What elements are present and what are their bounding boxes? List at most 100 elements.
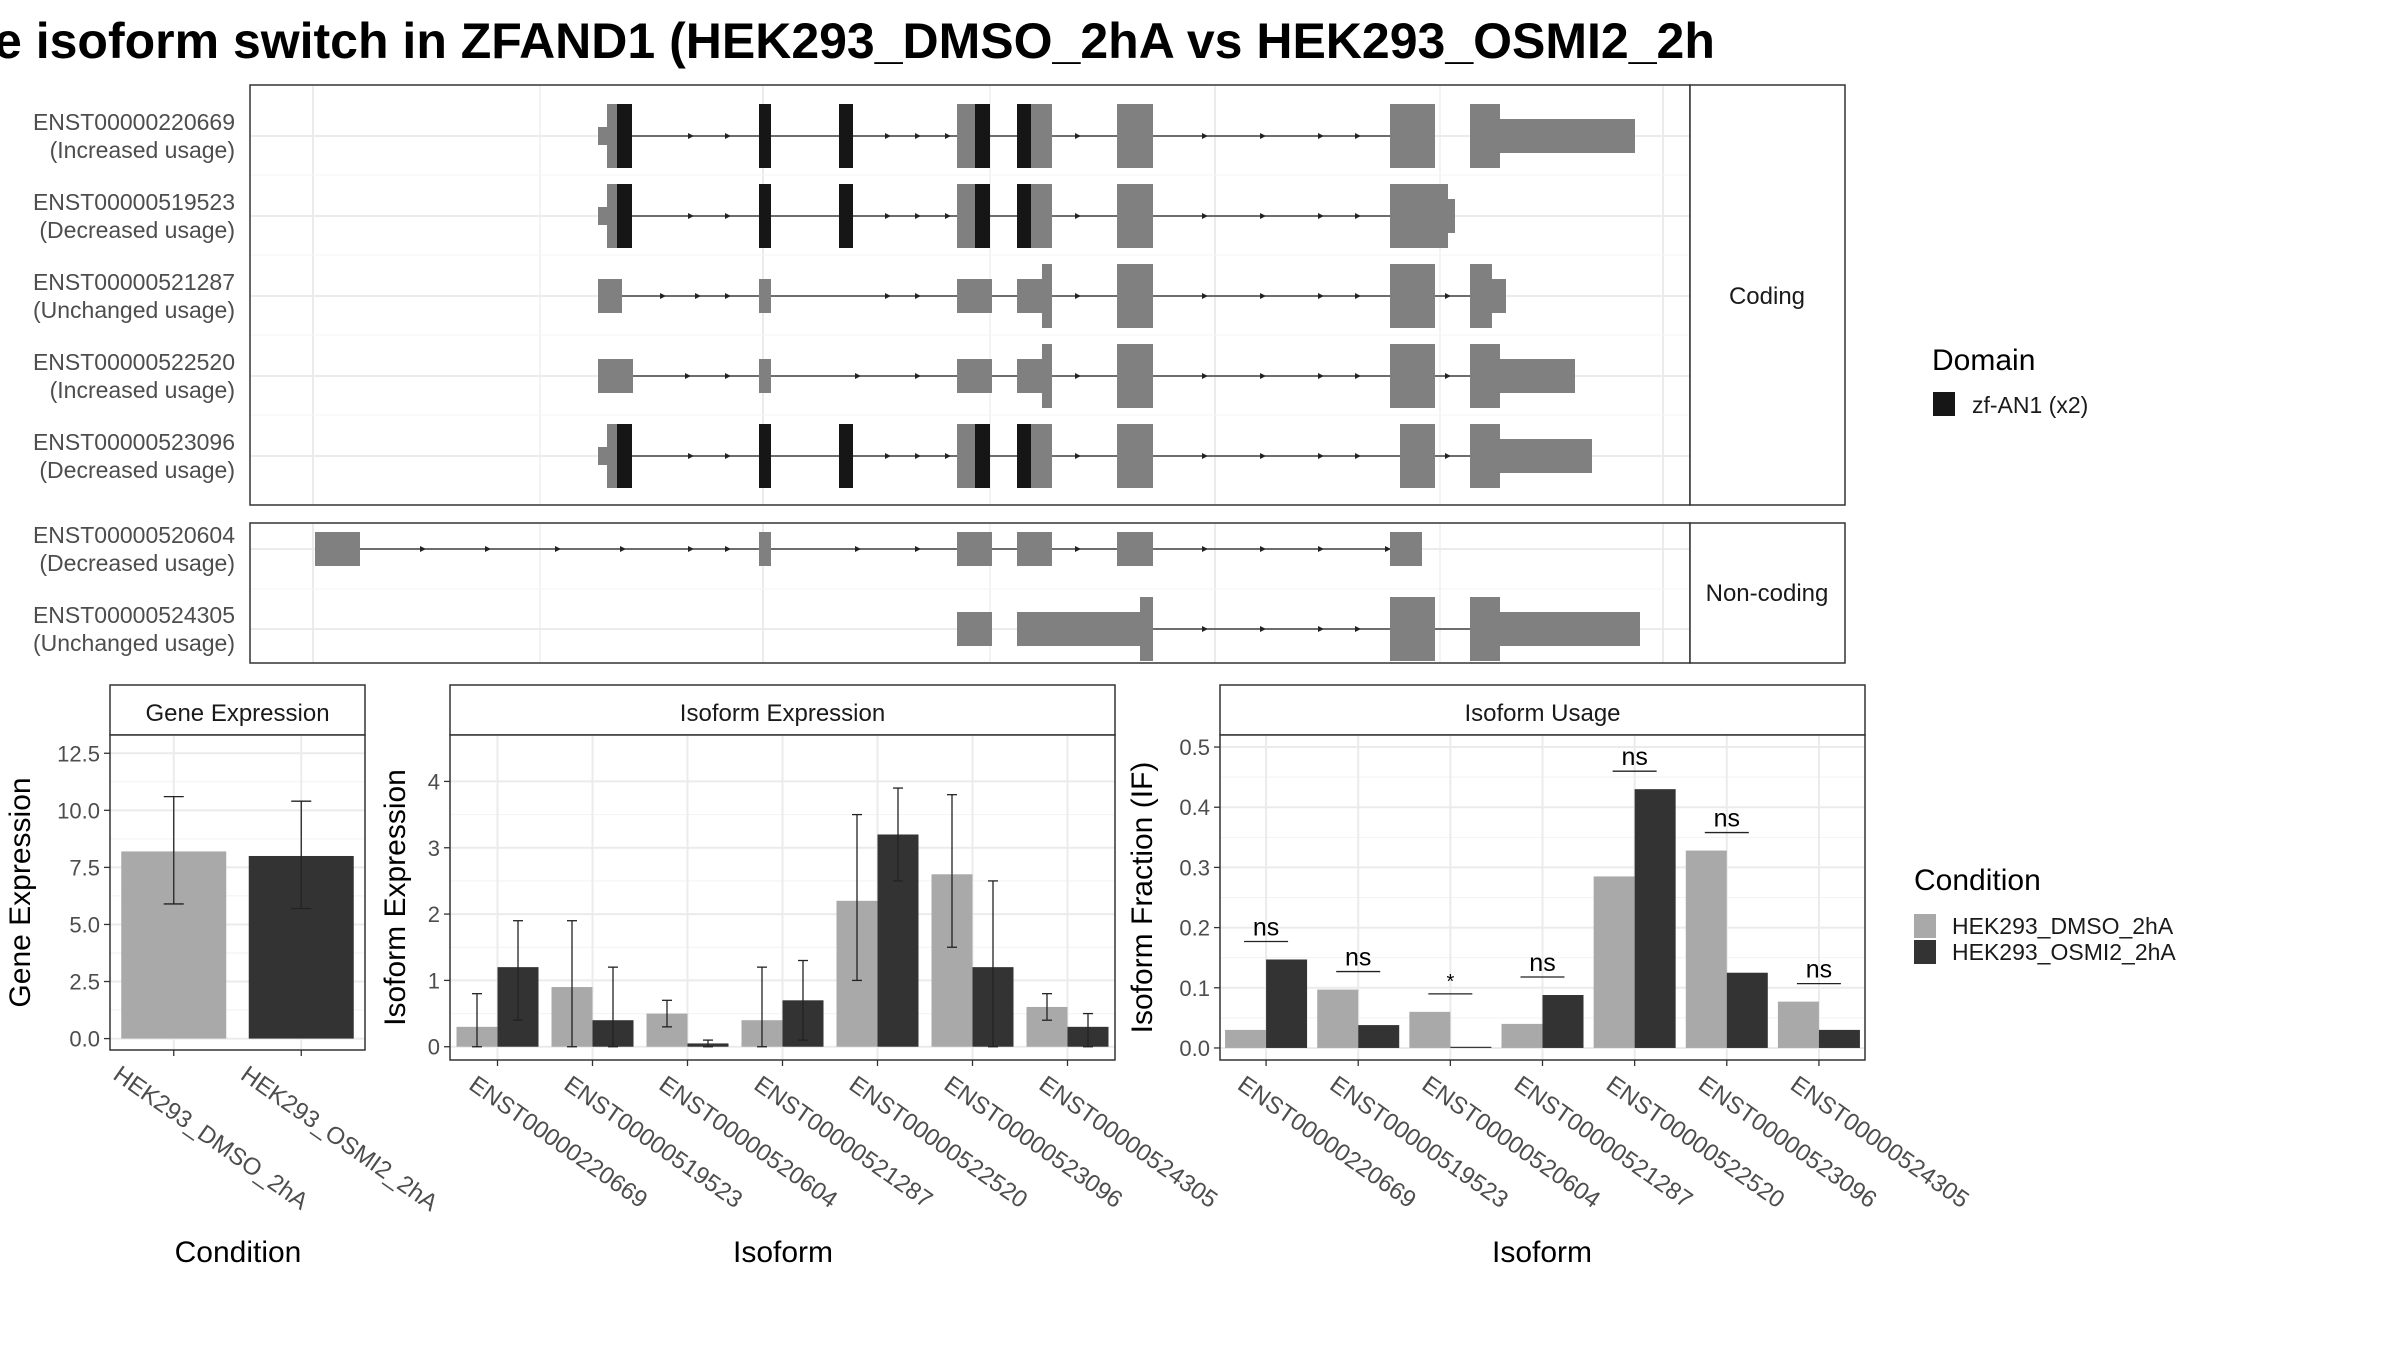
coding-strip	[1689, 84, 1846, 506]
intron-arrow	[725, 213, 731, 219]
exon-segment	[957, 184, 975, 248]
exon-segment	[1117, 532, 1153, 566]
intron-arrow	[1260, 213, 1266, 219]
significance-label: *	[1446, 971, 1454, 993]
chart-title: Isoform Usage	[1464, 700, 1620, 727]
intron-arrow	[1318, 546, 1324, 552]
intron-arrow	[1318, 453, 1324, 459]
intron-arrow	[915, 213, 921, 219]
chart-strip	[109, 684, 366, 736]
transcript-usage-label: (Unchanged usage)	[33, 297, 235, 323]
intron-arrow	[1355, 133, 1361, 139]
intron-arrow	[885, 293, 891, 299]
intron-arrow	[1075, 453, 1081, 459]
intron-arrow	[885, 453, 891, 459]
condition-legend-label-1: HEK293_DMSO_2hA	[1952, 913, 2174, 939]
exon-segment	[1017, 279, 1042, 313]
bar	[1542, 995, 1584, 1048]
bar	[1685, 850, 1727, 1048]
x-tick-label: ENST00000524305	[1034, 1071, 1222, 1214]
structure-tracks	[315, 104, 1640, 661]
chart-1: Isoform Expression01234ENST00000220669EN…	[379, 684, 1222, 1269]
structure-labels: ENST00000220669(Increased usage)ENST0000…	[33, 109, 235, 656]
x-tick-label: ENST00000520604	[654, 1071, 842, 1214]
x-tick-label: ENST00000220669	[464, 1071, 652, 1214]
transcript-usage-label: (Decreased usage)	[39, 457, 235, 483]
transcript-usage-label: (Unchanged usage)	[33, 630, 235, 656]
intron-arrow	[885, 213, 891, 219]
intron-arrow	[725, 293, 731, 299]
y-tick-label: 0.5	[1179, 735, 1210, 760]
exon-segment	[598, 279, 622, 313]
transcript-track	[598, 424, 1592, 488]
exon-segment	[1470, 424, 1500, 488]
intron-arrow	[1355, 293, 1361, 299]
exon-segment	[759, 279, 771, 313]
bar	[1358, 1025, 1400, 1048]
intron-arrow	[1260, 453, 1266, 459]
condition-legend: Condition HEK293_DMSO_2hA HEK293_OSMI2_2…	[1914, 864, 2176, 965]
intron-arrow	[855, 546, 861, 552]
intron-arrow	[420, 546, 426, 552]
exon-segment	[607, 424, 617, 488]
exon-segment	[607, 184, 617, 248]
x-axis-title: Isoform	[733, 1236, 833, 1269]
intron-arrow	[885, 133, 891, 139]
chart-0: Gene Expression0.02.55.07.510.012.5HEK29…	[4, 684, 443, 1269]
domain-segment	[759, 184, 771, 248]
exon-segment	[957, 279, 992, 313]
exon-segment	[1400, 424, 1435, 488]
exon-segment	[1500, 439, 1592, 473]
transcript-id-label: ENST00000519523	[33, 189, 235, 215]
exon-segment	[957, 532, 992, 566]
significance-label: ns	[1806, 956, 1832, 984]
intron-arrow	[1445, 373, 1451, 379]
intron-arrow	[725, 133, 731, 139]
intron-arrow	[1445, 293, 1451, 299]
intron-arrow	[1202, 453, 1208, 459]
intron-arrow	[915, 546, 921, 552]
exon-segment	[759, 532, 771, 566]
transcript-id-label: ENST00000520604	[33, 522, 235, 548]
exon-segment	[1470, 344, 1500, 408]
intron-arrow	[1075, 213, 1081, 219]
exon-segment	[1390, 532, 1422, 566]
exon-segment	[1390, 264, 1435, 328]
significance-label: ns	[1621, 743, 1647, 771]
intron-arrow	[1318, 373, 1324, 379]
transcript-id-label: ENST00000220669	[33, 109, 235, 135]
significance-label: ns	[1345, 944, 1371, 972]
domain-segment	[839, 184, 853, 248]
intron-arrow	[915, 373, 921, 379]
intron-arrow	[915, 133, 921, 139]
bar	[1225, 1029, 1267, 1048]
exon-segment	[1017, 532, 1052, 566]
exon-segment	[1031, 184, 1052, 248]
intron-arrow	[945, 133, 951, 139]
bar	[1409, 1011, 1451, 1048]
y-tick-label: 3	[428, 836, 440, 861]
exon-segment	[1031, 424, 1052, 488]
x-tick-label: ENST00000519523	[559, 1071, 747, 1214]
domain-segment	[1017, 424, 1031, 488]
exon-segment	[1470, 264, 1492, 328]
intron-arrow	[1075, 373, 1081, 379]
noncoding-strip-label: Non-coding	[1706, 580, 1829, 607]
y-tick-label: 0.2	[1179, 916, 1210, 941]
intron-arrow	[688, 453, 694, 459]
y-tick-label: 10.0	[57, 798, 100, 823]
condition-legend-key-1	[1914, 914, 1936, 938]
y-tick-label: 0.0	[69, 1027, 100, 1052]
exon-segment	[1117, 184, 1153, 248]
exon-segment	[1390, 184, 1448, 248]
noncoding-strip	[1689, 522, 1846, 664]
bar	[1593, 876, 1635, 1048]
domain-segment	[1017, 184, 1031, 248]
exon-segment	[1140, 597, 1153, 661]
chart-border	[109, 734, 366, 1051]
domain-segment	[759, 104, 771, 168]
intron-arrow	[1075, 546, 1081, 552]
exon-segment	[1117, 424, 1153, 488]
intron-arrow	[1445, 453, 1451, 459]
transcript-track	[598, 184, 1455, 248]
